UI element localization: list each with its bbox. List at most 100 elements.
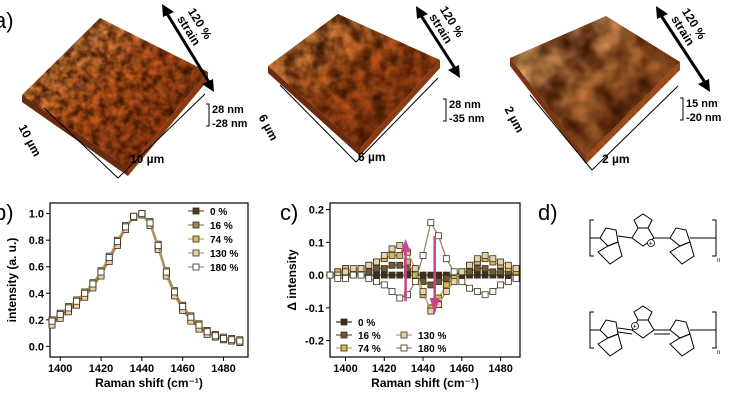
data-point bbox=[122, 223, 129, 231]
afm1-z-bottom: -28 nm bbox=[212, 118, 248, 130]
trend-arrowhead-up bbox=[400, 239, 411, 253]
data-point bbox=[396, 271, 404, 279]
data-point bbox=[435, 278, 442, 286]
x-tick-label: 1420 bbox=[89, 363, 113, 375]
data-point bbox=[373, 258, 380, 266]
data-point bbox=[427, 271, 435, 279]
afm-axes bbox=[43, 77, 679, 179]
data-point bbox=[105, 254, 113, 261]
data-point bbox=[473, 255, 481, 263]
data-point bbox=[365, 261, 373, 269]
data-point bbox=[349, 265, 357, 272]
data-point bbox=[450, 268, 458, 276]
series-line bbox=[51, 212, 240, 341]
data-point bbox=[427, 219, 435, 227]
data-point bbox=[380, 271, 388, 279]
afm1-z-top: 28 nm bbox=[212, 104, 244, 116]
data-point bbox=[64, 304, 72, 312]
data-point bbox=[138, 210, 146, 218]
pedot-polaron-structure bbox=[589, 213, 717, 265]
data-point bbox=[357, 265, 365, 272]
data-point bbox=[365, 268, 373, 276]
panel-d-letter: d) bbox=[538, 200, 558, 225]
data-point bbox=[380, 281, 388, 289]
data-point bbox=[489, 288, 497, 295]
data-point bbox=[228, 336, 236, 344]
data-point bbox=[466, 284, 473, 292]
data-point bbox=[466, 261, 473, 269]
data-point bbox=[357, 271, 365, 279]
data-point bbox=[489, 268, 497, 276]
afm2-size-x: 6 µm bbox=[358, 150, 386, 164]
z-scale-brackets bbox=[206, 97, 684, 127]
data-point bbox=[411, 271, 419, 279]
x-axis-label: Raman shift (cm⁻¹) bbox=[371, 376, 479, 390]
data-point bbox=[396, 252, 404, 259]
x-tick-label: 1440 bbox=[411, 363, 435, 375]
data-point bbox=[365, 274, 373, 282]
data-point bbox=[504, 278, 512, 286]
legend-marker bbox=[192, 207, 200, 215]
data-point bbox=[512, 274, 520, 282]
data-point bbox=[81, 289, 89, 297]
legend-entry: 180 % bbox=[210, 263, 238, 274]
data-point bbox=[481, 265, 489, 272]
data-point bbox=[411, 265, 419, 272]
chart-b: 1400 1420 1440 1460 1480 0.0 0.2 0.4 0.6 0.8 1.0 Ra… bbox=[5, 202, 249, 390]
data-point bbox=[481, 291, 489, 299]
legend-marker bbox=[192, 235, 200, 243]
trend-arrowhead-down bbox=[429, 298, 440, 315]
data-point bbox=[497, 281, 505, 289]
afm2-z-top: 28 nm bbox=[449, 99, 481, 111]
data-point bbox=[89, 280, 97, 288]
data-point bbox=[473, 265, 481, 272]
legend-marker bbox=[340, 344, 348, 352]
data-point bbox=[481, 252, 489, 259]
strain-arrows bbox=[164, 11, 708, 85]
legend-marker bbox=[400, 331, 408, 339]
y-tick-label: 1.0 bbox=[29, 209, 44, 221]
x-tick-label: 1400 bbox=[333, 363, 357, 375]
pedot-atoms-top: + n bbox=[647, 239, 720, 264]
panel-c-letter: c) bbox=[280, 200, 299, 225]
legend-entry: 0 % bbox=[210, 207, 227, 218]
data-point bbox=[211, 332, 219, 340]
y-tick-label: 0.6 bbox=[29, 262, 44, 274]
series-line bbox=[51, 212, 240, 342]
polaron-charge-sign: + bbox=[649, 241, 653, 248]
legend-entry: 74 % bbox=[210, 235, 233, 246]
series-line bbox=[51, 212, 240, 342]
legend-marker bbox=[192, 263, 200, 271]
data-point bbox=[489, 255, 497, 263]
x-tick-label: 1440 bbox=[130, 363, 154, 375]
data-point bbox=[435, 232, 442, 240]
data-point bbox=[342, 268, 349, 276]
data-point bbox=[442, 274, 450, 282]
data-point bbox=[373, 278, 380, 286]
data-point bbox=[427, 281, 435, 289]
legend-entry: 74 % bbox=[358, 344, 381, 355]
legend-marker bbox=[192, 249, 200, 257]
legend-marker bbox=[400, 344, 408, 352]
data-point bbox=[342, 274, 349, 282]
y-axis-label: Δ intensity bbox=[285, 249, 299, 311]
x-tick-label: 1460 bbox=[450, 363, 474, 375]
polymer-subscript-top: n bbox=[717, 258, 720, 264]
plot-frame bbox=[329, 202, 521, 358]
data-point bbox=[179, 303, 187, 310]
data-point bbox=[442, 281, 450, 289]
data-point bbox=[388, 245, 396, 253]
x-axis-label: Raman shift (cm⁻¹) bbox=[95, 376, 203, 390]
data-point bbox=[427, 307, 435, 315]
data-point bbox=[97, 268, 105, 276]
data-point bbox=[73, 297, 80, 305]
legend-marker bbox=[192, 221, 200, 229]
data-point bbox=[388, 271, 396, 279]
strain-arrowheads bbox=[162, 4, 710, 92]
data-point bbox=[497, 258, 505, 266]
y-tick-label: 0.2 bbox=[29, 315, 44, 327]
data-point bbox=[334, 274, 342, 282]
y-tick-label: -0.2 bbox=[305, 336, 324, 348]
pedot-structures: + n + n bbox=[589, 213, 720, 357]
data-point bbox=[373, 271, 380, 279]
